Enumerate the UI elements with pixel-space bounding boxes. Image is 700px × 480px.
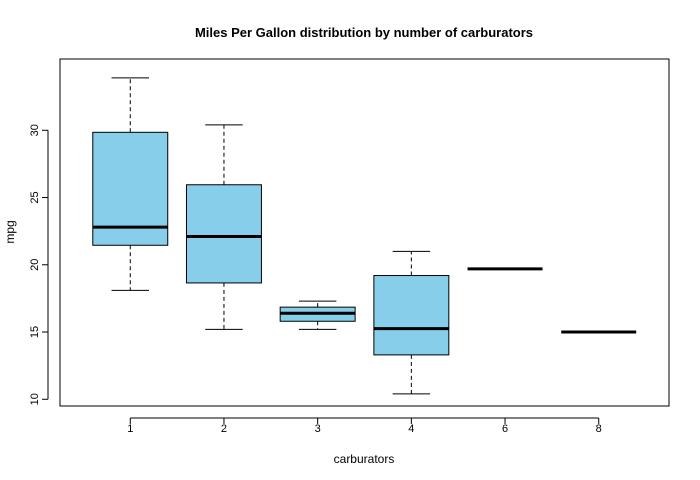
y-axis: 10 15 20 25 30 — [29, 124, 49, 405]
y-tick-label: 15 — [29, 326, 41, 338]
y-axis-label: mpg — [3, 220, 17, 243]
plot-frame — [59, 58, 670, 407]
box-2 — [185, 124, 262, 330]
box-1 — [92, 77, 169, 291]
x-tick-label: 1 — [127, 423, 133, 435]
y-tick-label: 25 — [29, 191, 41, 203]
y-tick-label: 30 — [29, 124, 41, 136]
x-tick-label: 4 — [408, 423, 414, 435]
box-3 — [279, 300, 356, 330]
chart-title: Miles Per Gallon distribution by number … — [195, 25, 533, 40]
x-tick-label: 8 — [596, 423, 602, 435]
x-tick-label: 6 — [502, 423, 508, 435]
y-tick-label: 20 — [29, 259, 41, 271]
y-tick-label: 10 — [29, 393, 41, 405]
x-tick-label: 3 — [315, 423, 321, 435]
box-iqr — [373, 275, 450, 356]
box-4 — [373, 250, 450, 395]
box-iqr — [185, 184, 262, 284]
box-group — [92, 77, 637, 395]
x-tick-label: 2 — [221, 423, 227, 435]
x-axis-label: carburators — [334, 452, 395, 466]
x-axis: 1 2 3 4 6 8 — [127, 417, 602, 435]
